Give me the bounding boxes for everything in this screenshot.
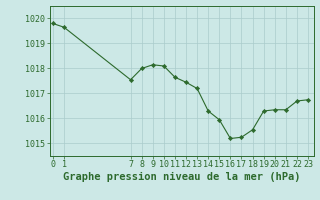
- X-axis label: Graphe pression niveau de la mer (hPa): Graphe pression niveau de la mer (hPa): [63, 172, 300, 182]
